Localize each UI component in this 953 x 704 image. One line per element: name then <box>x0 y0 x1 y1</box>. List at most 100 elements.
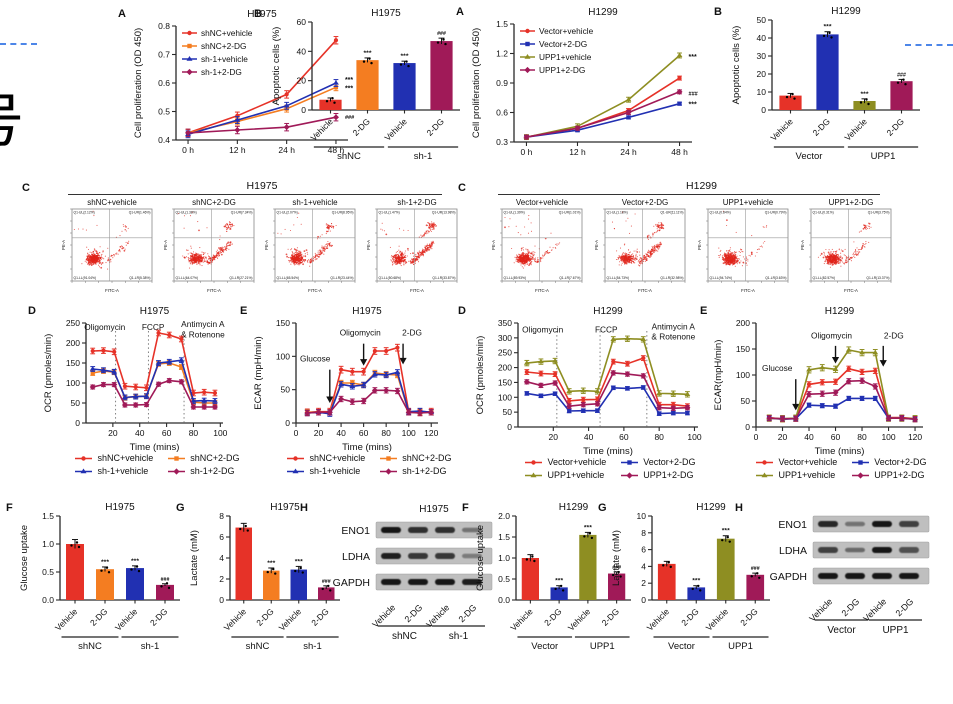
svg-text:2-DG: 2-DG <box>810 116 831 137</box>
panel-c-h1299: C H1299 Vector+vehicle Q1-UL(1.39%) Q1-UR(… <box>458 180 903 301</box>
panel-g-h1299: G 0 2 4 6 8 10 H1299 Lactate (mM) Vehicle *** 2-DG… <box>598 500 776 700</box>
svg-text:PE-A: PE-A <box>594 240 599 250</box>
svg-text:Vehicle: Vehicle <box>382 116 409 143</box>
apoptosis-chart-h1299: 0 10 20 30 40 50 H1299 Apoptotic cells (%) Vehic… <box>731 6 920 162</box>
flow-section-rule <box>68 194 442 195</box>
panel-b-h1975: B 0 20 40 60 H1975 Apoptotic cells (%) Vehicle… <box>254 6 466 178</box>
svg-text:Q1-UR(1.46%): Q1-UR(1.46%) <box>129 211 151 215</box>
svg-text:0.4: 0.4 <box>158 135 170 145</box>
panel-h-label-right: H <box>735 502 743 514</box>
svg-text:shNC+2-DG: shNC+2-DG <box>192 198 236 207</box>
svg-text:40: 40 <box>297 46 307 56</box>
svg-text:Q1-LL(50.68%): Q1-LL(50.68%) <box>378 276 401 280</box>
svg-text:UPP1+vehicle: UPP1+vehicle <box>723 198 774 207</box>
svg-text:Q1-LR(32.98%): Q1-LR(32.98%) <box>660 276 683 280</box>
legend-item: Vector+vehicle <box>755 457 837 467</box>
svg-text:shNC+vehicle: shNC+vehicle <box>87 198 137 207</box>
svg-text:UPP1: UPP1 <box>871 151 896 162</box>
svg-text:Vector+2-DG: Vector+2-DG <box>622 198 668 207</box>
svg-text:sh-1+vehicle: sh-1+vehicle <box>201 54 248 64</box>
svg-text:Q1-LR(13.37%): Q1-LR(13.37%) <box>866 276 889 280</box>
svg-text:PE-A: PE-A <box>697 240 702 250</box>
flow-plot-upp1-2dg: UPP1+2-DG Q1-UL(0.31%) Q1-UR(3.75%) Q1-LL(8… <box>800 198 892 293</box>
svg-text:0: 0 <box>301 105 306 115</box>
svg-text:###: ### <box>345 115 354 121</box>
apoptosis-chart-h1975: 0 20 40 60 H1975 Apoptotic cells (%) Vehicle **… <box>271 8 460 162</box>
svg-text:Apoptotic cells (%): Apoptotic cells (%) <box>731 26 742 105</box>
svg-text:24 h: 24 h <box>278 145 295 155</box>
svg-text:Q1-LR(7.67%): Q1-LR(7.67%) <box>559 276 580 280</box>
svg-text:Q1-LR(27.21%): Q1-LR(27.21%) <box>229 276 252 280</box>
svg-text:60: 60 <box>297 17 307 27</box>
svg-text:H1299: H1299 <box>588 7 618 18</box>
svg-text:***: *** <box>861 91 869 98</box>
panel-f-h1299: F 0.0 0.5 1.0 1.5 2.0 H1299 Glucose uptake Vehi… <box>462 500 637 700</box>
svg-text:24 h: 24 h <box>620 147 637 157</box>
panel-e-label: E <box>240 305 248 317</box>
svg-text:0 h: 0 h <box>182 145 194 155</box>
svg-text:PE-A: PE-A <box>163 240 168 250</box>
svg-text:FITC-A: FITC-A <box>410 288 424 293</box>
panel-f-label: F <box>6 502 13 514</box>
svg-text:Oligomycin: Oligomycin <box>84 322 125 332</box>
panel-g-label: G <box>176 502 185 514</box>
svg-text:0.8: 0.8 <box>158 21 170 31</box>
svg-text:Q1-LL(82.57%): Q1-LL(82.57%) <box>813 276 836 280</box>
svg-text:Q1-UR(8.95%): Q1-UR(8.95%) <box>332 211 354 215</box>
svg-text:UPP1+2-DG: UPP1+2-DG <box>829 198 874 207</box>
svg-text:###: ### <box>897 72 906 78</box>
svg-text:250: 250 <box>66 318 80 328</box>
panel-d-label-right: D <box>458 305 466 317</box>
svg-text:PE-A: PE-A <box>264 240 269 250</box>
svg-text:H1975: H1975 <box>371 8 401 19</box>
svg-text:H1975: H1975 <box>247 9 277 20</box>
svg-text:0.5: 0.5 <box>158 107 170 117</box>
ecar-legend-h1975: shNC+vehicle shNC+2-DG sh-1+vehicle sh-1+2-… <box>268 453 470 476</box>
svg-text:***: *** <box>345 86 353 93</box>
legend-item: UPP1+2-DG <box>620 470 695 480</box>
panel-a-label: A <box>118 8 126 20</box>
legend-item: UPP1+vehicle <box>524 470 606 480</box>
svg-text:***: *** <box>401 53 409 60</box>
panel-d-h1299: D 0 50 100 150 200 250 300 350 20 40 60 80 100 H1299 O… <box>458 303 726 480</box>
svg-text:2-DG: 2-DG <box>424 116 445 137</box>
svg-text:20: 20 <box>757 69 767 79</box>
svg-text:***: *** <box>824 24 832 31</box>
flow-plot-shnc-2dg: shNC+2-DG Q1-UL(1.38%) Q1-UR(7.34%) Q1-LL(6… <box>163 198 254 293</box>
svg-text:Cell proliferation (OD 450): Cell proliferation (OD 450) <box>133 28 144 138</box>
svg-text:Q1-UR(0.79%): Q1-UR(0.79%) <box>765 211 787 215</box>
svg-text:Q1-UL(1.47%): Q1-UL(1.47%) <box>378 211 399 215</box>
ocr-legend-h1299: Vector+vehicle Vector+2-DG UPP1+vehicle UPP… <box>494 457 726 480</box>
legend-item: shNC+2-DG <box>379 453 452 463</box>
svg-text:UPP1+vehicle: UPP1+vehicle <box>539 52 592 62</box>
svg-text:H1975: H1975 <box>140 306 170 317</box>
svg-text:FITC-A: FITC-A <box>638 288 652 293</box>
panel-f-h1975: F 0.0 0.5 1.0 1.5 H1975 Glucose uptake Vehicle… <box>6 500 186 700</box>
svg-text:Q1-UL(2.12%): Q1-UL(2.12%) <box>74 211 95 215</box>
flow-plot-sh1-vehicle: sh-1+vehicle Q1-UL(2.07%) Q1-UR(8.95%) Q1-L… <box>264 198 356 293</box>
svg-text:48 h: 48 h <box>671 147 688 157</box>
svg-text:Q1-UL(0.84%): Q1-UL(0.84%) <box>710 211 731 215</box>
svg-text:Q1-UL(1.39%): Q1-UL(1.39%) <box>504 211 525 215</box>
legend-item: sh-1+vehicle <box>286 466 365 476</box>
svg-text:& Rotenone: & Rotenone <box>181 329 225 339</box>
svg-text:Vehicle: Vehicle <box>308 116 335 143</box>
flow-section-title-h1299: H1299 <box>686 180 717 192</box>
panel-g-label-right: G <box>598 502 607 514</box>
svg-text:sh-1+2-DG: sh-1+2-DG <box>397 198 436 207</box>
page-dash-left <box>0 43 37 45</box>
svg-text:Vector: Vector <box>796 151 823 162</box>
svg-text:200: 200 <box>66 338 80 348</box>
svg-text:shNC+2-DG: shNC+2-DG <box>201 41 246 51</box>
svg-text:100: 100 <box>213 428 227 438</box>
svg-text:0: 0 <box>761 105 766 115</box>
legend-item: sh-1+vehicle <box>74 466 153 476</box>
svg-text:sh-1+vehicle: sh-1+vehicle <box>292 198 338 207</box>
svg-text:Antimycin A: Antimycin A <box>181 319 225 329</box>
svg-text:40: 40 <box>135 428 145 438</box>
legend-item: Vector+2-DG <box>620 457 696 467</box>
